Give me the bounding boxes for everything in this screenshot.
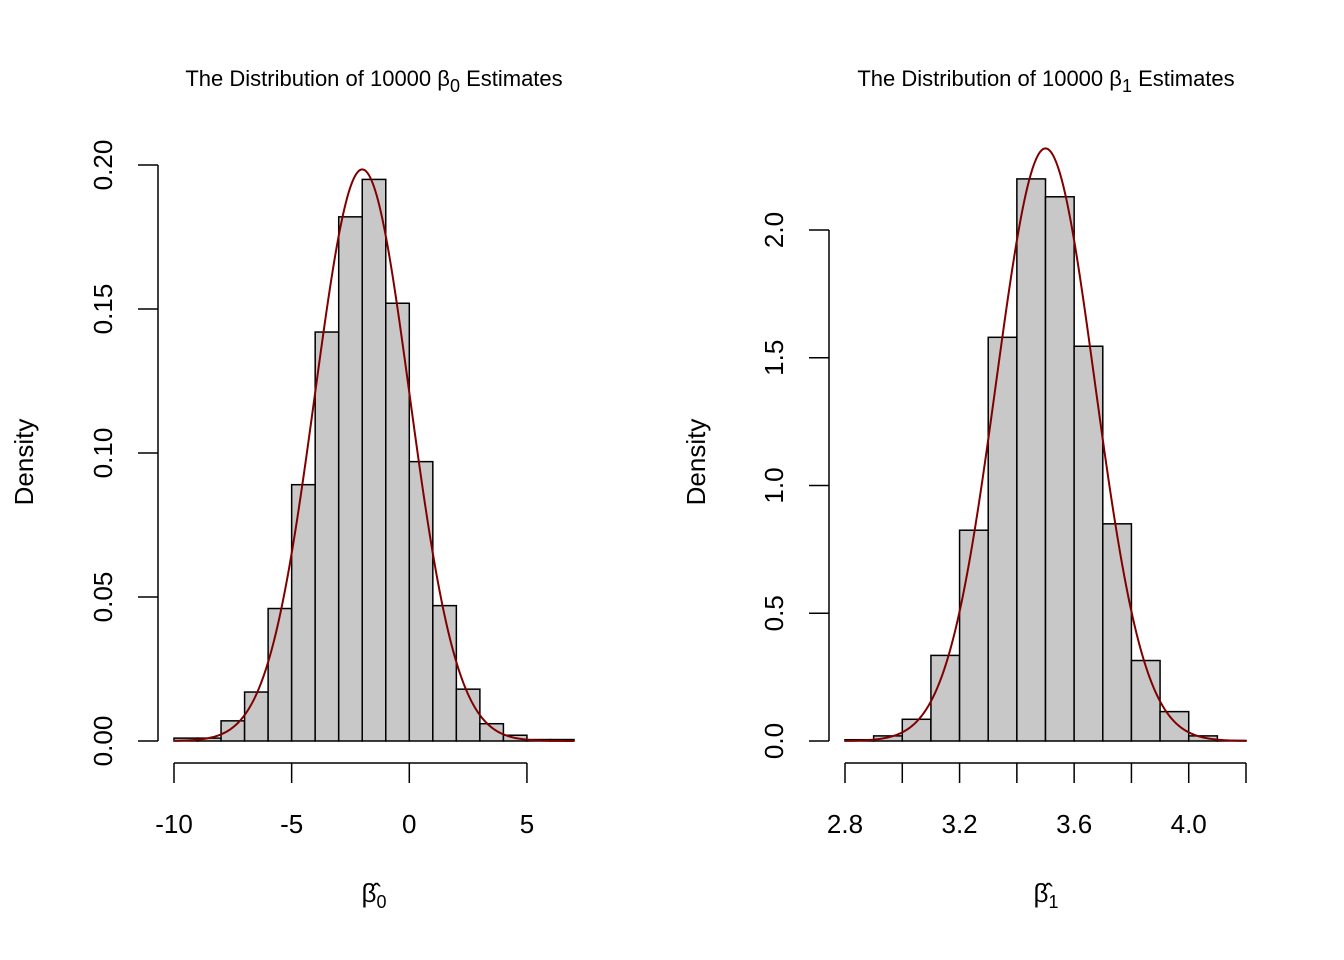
x-tick-label: -5 (280, 809, 303, 839)
y-tick-label: 0.20 (88, 140, 118, 191)
x-tick-label: 0 (402, 809, 416, 839)
histogram-bar (958, 529, 989, 742)
x-tick-label: 2.8 (827, 809, 863, 839)
histogram-bar (1102, 523, 1133, 742)
y-tick-label: 0.15 (88, 284, 118, 335)
histogram-bars-beta1 (844, 178, 1247, 742)
ylabel-beta1: Density (681, 419, 711, 506)
y-tick-label: 0.0 (759, 723, 789, 759)
histogram-bar (1044, 196, 1075, 742)
x-axis-beta0: -10 -5 0 5 (155, 762, 534, 839)
title-subscript: 1 (1122, 76, 1132, 96)
title-symbol: β (1109, 66, 1122, 91)
y-tick-label: 2.0 (759, 212, 789, 248)
title-suffix: Estimates (460, 66, 563, 91)
title-prefix: The Distribution of 10000 (857, 66, 1109, 91)
histogram-bar (314, 331, 340, 742)
histogram-bar (290, 483, 316, 742)
x-tick-label: 3.6 (1056, 809, 1092, 839)
y-tick-label: 1.0 (759, 467, 789, 503)
y-tick-label: 0.00 (88, 716, 118, 767)
histogram-bar (408, 460, 434, 742)
y-tick-label: 0.05 (88, 572, 118, 623)
histogram-bar (455, 688, 481, 742)
x-axis-beta1: 2.8 3.2 3.6 4.0 (827, 762, 1247, 839)
title-subscript: 0 (450, 76, 460, 96)
histogram-bar (220, 720, 246, 742)
title-suffix: Estimates (1132, 66, 1235, 91)
title-prefix: The Distribution of 10000 (185, 66, 437, 91)
histogram-bar (479, 722, 505, 742)
panel-beta0: The Distribution of 10000 β0 Estimates D… (9, 66, 575, 912)
panel-beta1: The Distribution of 10000 β1 Estimates D… (681, 66, 1247, 912)
xlabel-subscript: 0 (376, 892, 386, 912)
title-symbol: β (437, 66, 450, 91)
histogram-bar (1016, 178, 1047, 742)
x-tick-label: 3.2 (941, 809, 977, 839)
y-axis-beta1: 0.0 0.5 1.0 1.5 2.0 (759, 212, 830, 759)
xlabel-beta0: β̂0 (362, 878, 387, 912)
xlabel-subscript: 1 (1048, 892, 1058, 912)
xlabel-symbol: β̂ (1034, 878, 1054, 908)
histogram-bar (987, 336, 1018, 742)
x-tick-label: 5 (520, 809, 534, 839)
histogram-bar (1159, 710, 1190, 742)
y-tick-label: 1.5 (759, 340, 789, 376)
y-axis-beta0: 0.00 0.05 0.10 0.15 0.20 (88, 140, 159, 767)
xlabel-symbol: β̂ (362, 878, 382, 908)
histogram-bar (361, 178, 387, 742)
histogram-bar (267, 607, 293, 742)
density-curve-beta1 (844, 147, 1247, 742)
histogram-bar (337, 216, 363, 742)
y-tick-label: 0.10 (88, 428, 118, 479)
x-tick-label: 4.0 (1171, 809, 1207, 839)
density-curve-beta0 (173, 168, 574, 742)
histogram-bar (243, 691, 269, 742)
ylabel-beta0: Density (9, 419, 39, 506)
histogram-bar (432, 604, 458, 742)
histogram-bar (930, 654, 961, 742)
xlabel-beta1: β̂1 (1034, 878, 1059, 912)
histogram-bars-beta0 (173, 178, 575, 742)
title-beta0: The Distribution of 10000 β0 Estimates (185, 66, 562, 96)
y-tick-label: 0.5 (759, 595, 789, 631)
histogram-bar (1130, 659, 1161, 742)
x-tick-label: -10 (155, 809, 193, 839)
title-beta1: The Distribution of 10000 β1 Estimates (857, 66, 1234, 96)
